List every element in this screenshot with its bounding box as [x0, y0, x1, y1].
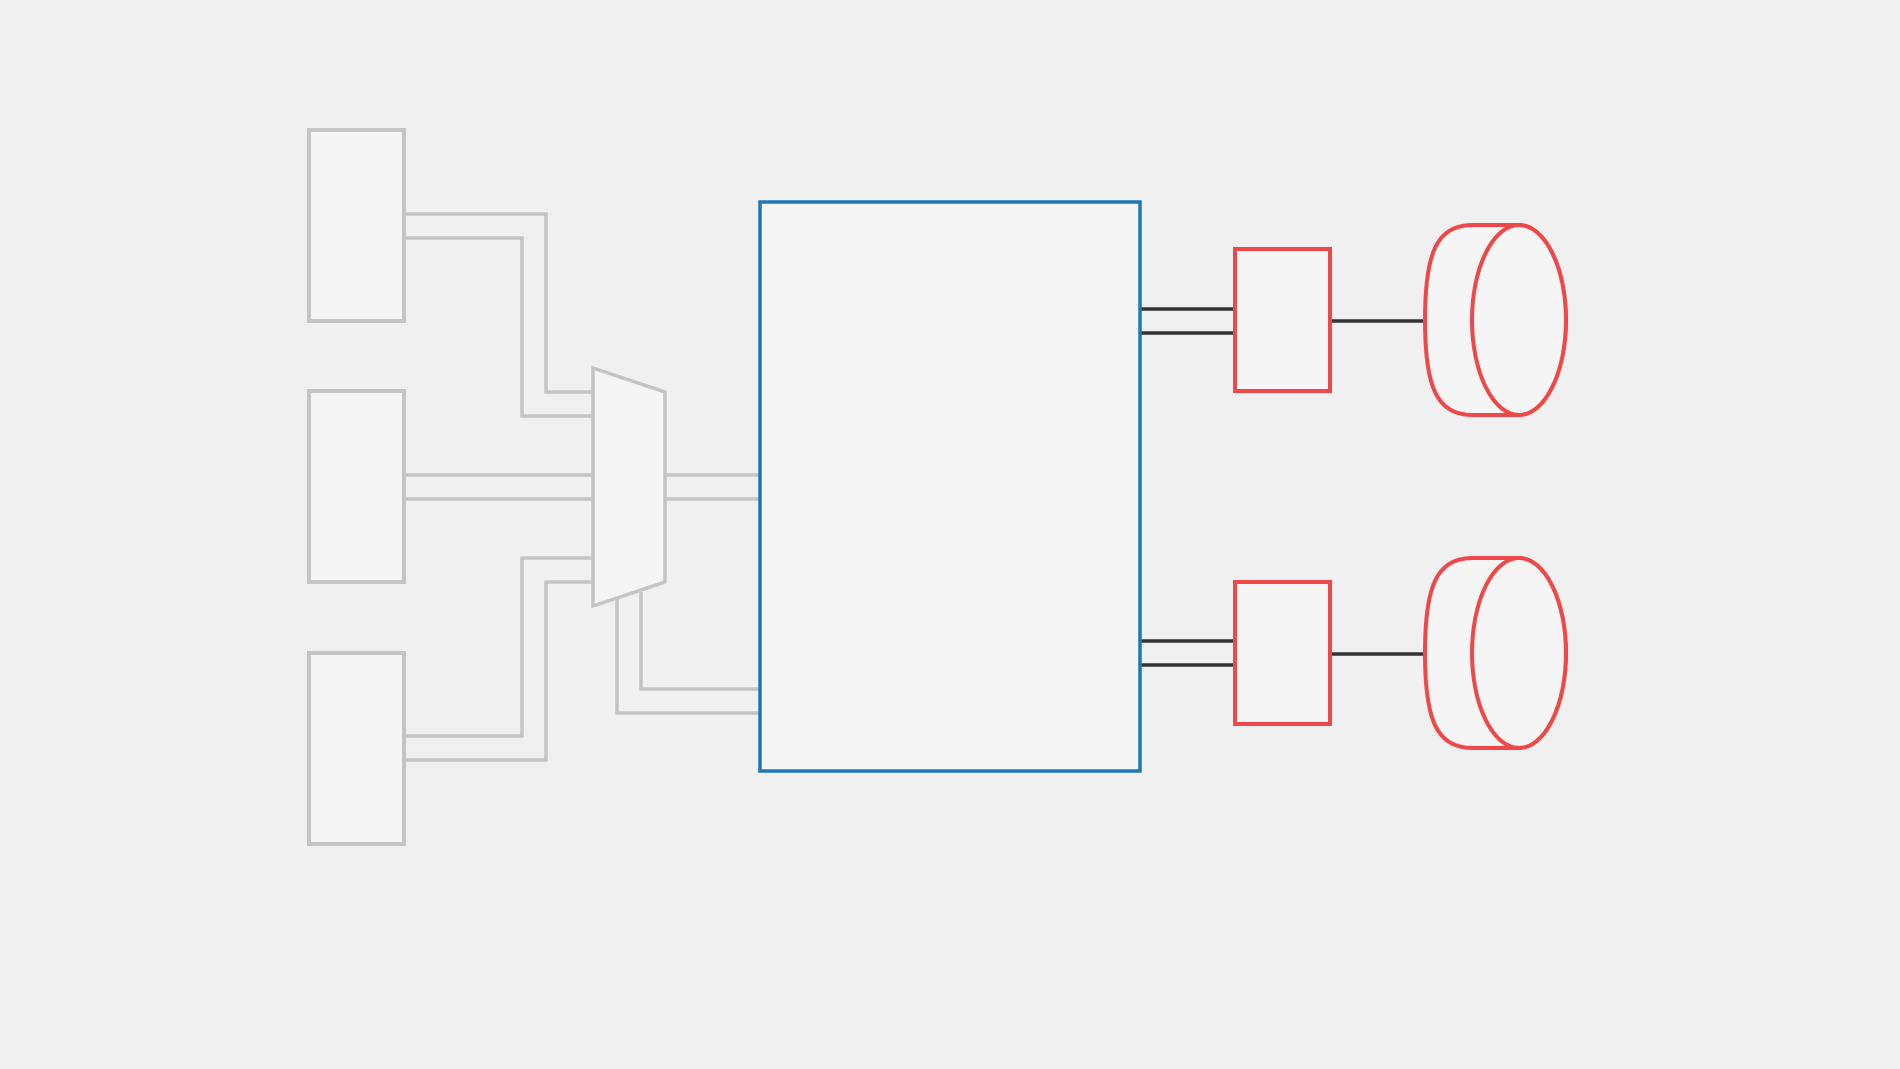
node-storage-2[interactable] — [1422, 556, 1568, 750]
active-connectors — [1140, 307, 1425, 667]
node-multiplexer[interactable] — [591, 365, 667, 609]
node-output-2[interactable] — [1233, 580, 1332, 726]
node-output-1[interactable] — [1233, 247, 1332, 393]
node-input-1[interactable] — [307, 128, 406, 323]
node-storage-1[interactable] — [1422, 223, 1568, 417]
edge-multiplexer-processor-d — [615, 598, 760, 715]
storage-1-face — [1470, 223, 1568, 417]
node-processor[interactable] — [758, 200, 1142, 773]
storage-2-face — [1470, 556, 1568, 750]
edge-input-1-multiplexer-a — [403, 212, 593, 394]
edge-input-1-multiplexer-b — [403, 236, 593, 418]
node-input-3[interactable] — [307, 651, 406, 846]
edge-input-3-multiplexer-b — [403, 580, 593, 762]
node-input-2[interactable] — [307, 389, 406, 584]
edge-multiplexer-processor-c — [639, 592, 760, 691]
edge-input-3-multiplexer-a — [403, 556, 593, 738]
inactive-connectors — [403, 212, 760, 762]
